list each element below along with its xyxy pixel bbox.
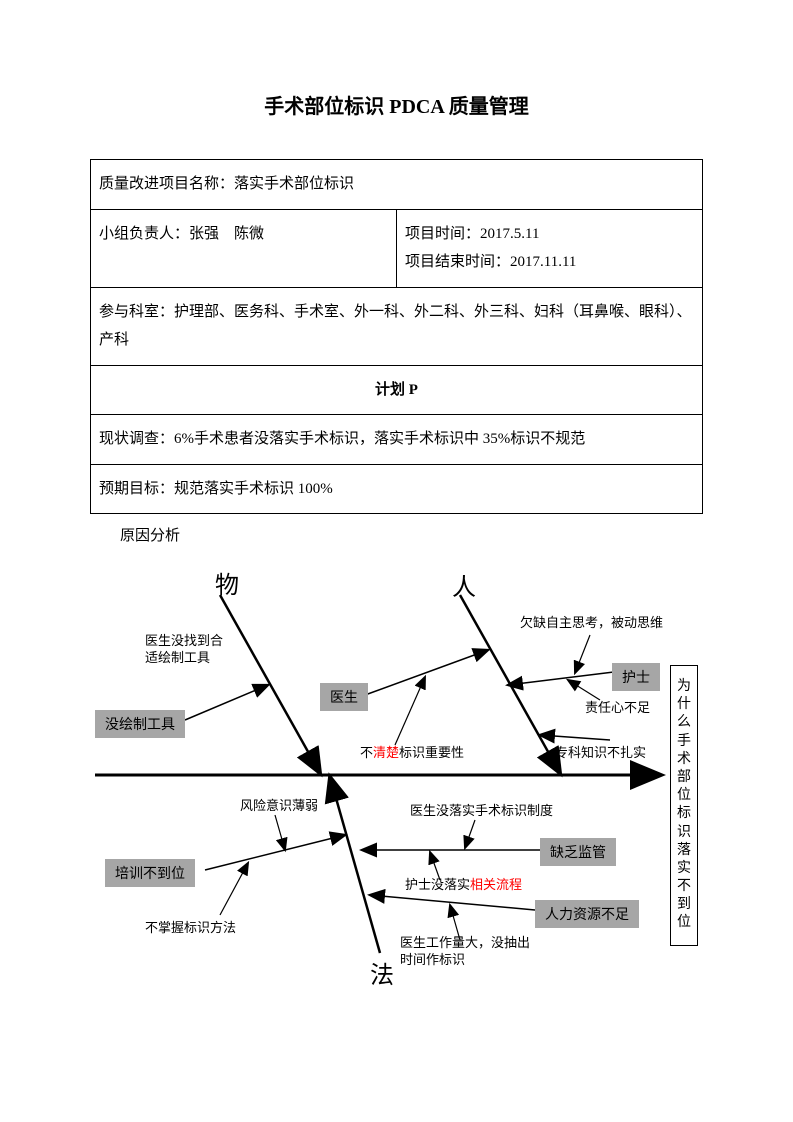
project-row: 质量改进项目名称：落实手术部位标识: [91, 160, 703, 210]
status-row: 现状调查：6%手术患者没落实手术标识，落实手术标识中 35%标识不规范: [91, 415, 703, 465]
fishbone-diagram: 物 人 法 没绘制工具 医生 护士 培训不到位 缺乏监管 人力资源不足 医生没找…: [90, 555, 703, 985]
box-nurse: 护士: [612, 663, 660, 691]
box-doctor: 医生: [320, 683, 368, 711]
goal-row: 预期目标：规范落实手术标识 100%: [91, 464, 703, 514]
box-no-tool: 没绘制工具: [95, 710, 185, 738]
time-cell: 项目时间：2017.5.11 项目结束时间：2017.11.11: [397, 209, 703, 287]
txt-risk: 风险意识薄弱: [240, 798, 318, 815]
plan-header: 计划 P: [91, 365, 703, 415]
info-table: 质量改进项目名称：落实手术部位标识 小组负责人：张强 陈微 项目时间：2017.…: [90, 159, 703, 514]
end-label: 项目结束时间：: [405, 254, 510, 270]
box-supervise: 缺乏监管: [540, 838, 616, 866]
time-label: 项目时间：: [405, 226, 480, 242]
goal-text: 规范落实手术标识 100%: [174, 481, 333, 497]
box-hr: 人力资源不足: [535, 900, 639, 928]
box-train: 培训不到位: [105, 859, 195, 887]
page-title: 手术部位标识 PDCA 质量管理: [90, 90, 703, 119]
leaders: 张强 陈微: [189, 226, 264, 242]
project-label: 质量改进项目名称：: [99, 176, 234, 192]
txt-workload: 医生工作量大，没抽出 时间作标识: [400, 935, 530, 969]
project-name: 落实手术部位标识: [234, 176, 354, 192]
time-value: 2017.5.11: [480, 226, 539, 242]
txt-no-system: 医生没落实手术标识制度: [410, 803, 553, 820]
dept-label: 参与科室：: [99, 304, 174, 320]
txt-think: 欠缺自主思考，被动思维: [520, 615, 663, 632]
txt-unclear: 不清楚标识重要性: [360, 745, 464, 762]
analysis-label: 原因分析: [120, 524, 703, 545]
txt-tool-note: 医生没找到合 适绘制工具: [145, 633, 223, 667]
status-text: 6%手术患者没落实手术标识，落实手术标识中 35%标识不规范: [174, 431, 585, 447]
txt-flow: 护士没落实相关流程: [405, 877, 522, 894]
status-label: 现状调查：: [99, 431, 174, 447]
outcome-box: 为什么手术部位标识落实不到位: [670, 665, 698, 946]
txt-method: 不掌握标识方法: [145, 920, 236, 937]
leader-cell: 小组负责人：张强 陈微: [91, 209, 397, 287]
cat-fa: 法: [370, 955, 394, 990]
end-value: 2017.11.11: [510, 254, 576, 270]
goal-label: 预期目标：: [99, 481, 174, 497]
txt-knowledge: 专科知识不扎实: [555, 745, 646, 762]
cat-wu: 物: [215, 565, 239, 600]
txt-duty: 责任心不足: [585, 700, 650, 717]
cat-ren: 人: [452, 567, 476, 602]
depts: 护理部、医务科、手术室、外一科、外二科、外三科、妇科（耳鼻喉、眼科）、产科: [99, 304, 692, 349]
leader-label: 小组负责人：: [99, 226, 189, 242]
dept-row: 参与科室：护理部、医务科、手术室、外一科、外二科、外三科、妇科（耳鼻喉、眼科）、…: [91, 287, 703, 365]
